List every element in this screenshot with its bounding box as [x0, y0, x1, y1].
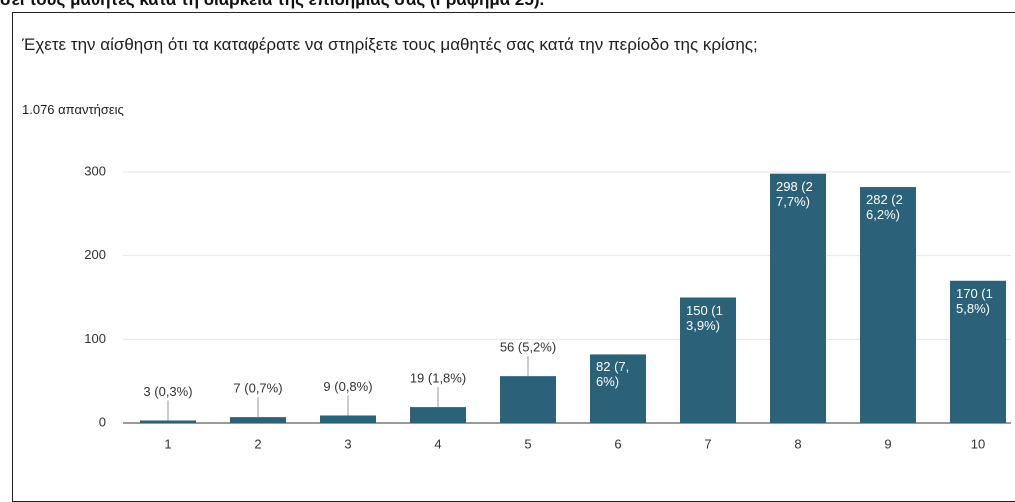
y-tick-label: 100 [84, 331, 106, 346]
bar [680, 297, 736, 423]
x-tick-label: 2 [254, 436, 261, 451]
x-tick-label: 1 [164, 436, 171, 451]
bar [500, 376, 556, 423]
x-tick-label: 6 [614, 436, 621, 451]
bar [950, 280, 1006, 423]
bar [410, 407, 466, 423]
x-tick-label: 4 [434, 436, 441, 451]
y-tick-label: 200 [84, 247, 106, 262]
y-tick-label: 300 [84, 163, 106, 178]
data-label: 82 (7,6%) [596, 359, 630, 390]
data-label: 282 (26,2%) [866, 192, 903, 223]
response-count: 1.076 απαντήσεις [22, 102, 124, 117]
chart-title: Έχετε την αίσθηση ότι τα καταφέρατε να σ… [22, 35, 758, 54]
data-label: 298 (27,7%) [776, 178, 813, 209]
data-label: 9 (0,8%) [323, 379, 372, 394]
data-label: 56 (5,2%) [500, 340, 556, 355]
x-tick-label: 9 [884, 436, 891, 451]
bar [590, 354, 646, 423]
bar [230, 417, 286, 423]
bar [320, 415, 376, 423]
caption: σει τους μαθητές κατά τη διάρκεια της επ… [0, 0, 544, 10]
bar [770, 173, 826, 423]
data-label: 170 (15,8%) [956, 285, 993, 316]
bar [140, 420, 196, 423]
x-tick-label: 8 [794, 436, 801, 451]
x-tick-label: 7 [704, 436, 711, 451]
data-label: 19 (1,8%) [410, 371, 466, 386]
x-tick-label: 3 [344, 436, 351, 451]
data-label: 3 (0,3%) [143, 384, 192, 399]
data-label: 7 (0,7%) [233, 381, 282, 396]
x-tick-label: 5 [524, 436, 531, 451]
data-label: 150 (13,9%) [686, 302, 723, 333]
x-tick-label: 10 [971, 436, 985, 451]
bar [860, 187, 916, 423]
y-tick-label: 0 [99, 414, 106, 429]
